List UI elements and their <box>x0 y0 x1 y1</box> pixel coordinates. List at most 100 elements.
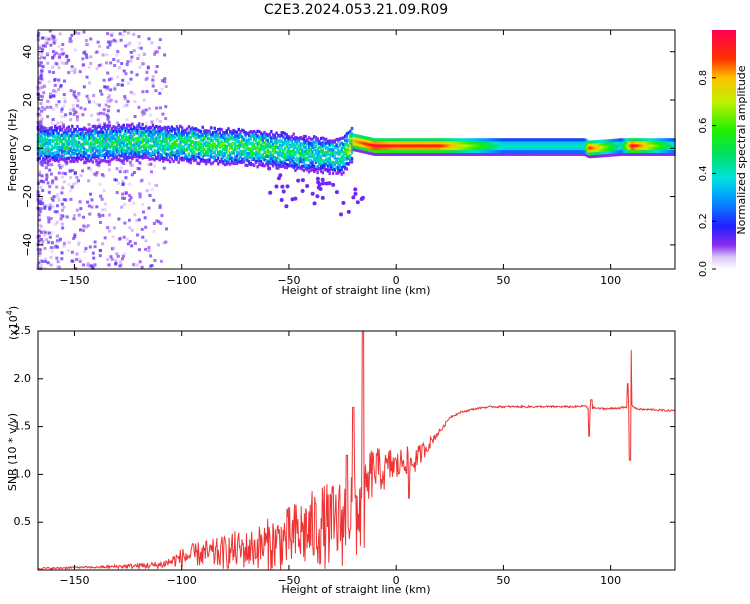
spectrogram-cell <box>601 139 604 143</box>
spectrogram-cell <box>428 146 431 151</box>
noise-cell <box>163 80 167 84</box>
spectrogram-cell <box>72 151 76 156</box>
spectrogram-cell <box>60 149 64 153</box>
spectrogram-cell <box>570 149 573 154</box>
spectrogram-cell <box>446 141 450 145</box>
spectrogram-cell <box>40 126 43 130</box>
noise-cell <box>63 62 67 66</box>
noise-cell <box>51 55 55 59</box>
noise-cell <box>106 32 110 36</box>
noise-cell <box>101 242 105 246</box>
spectrogram-cell <box>105 159 108 164</box>
spectrogram-cell <box>563 152 566 156</box>
noise-cell <box>57 163 61 167</box>
spectrogram-cell <box>76 145 79 149</box>
spectrogram-cell <box>126 135 129 140</box>
spectrogram-cell <box>227 133 230 137</box>
spectrogram-cell <box>218 143 222 147</box>
spectrogram-cell <box>587 154 590 159</box>
spectrogram-cell <box>421 152 424 156</box>
noise-cell <box>112 38 116 42</box>
spectrogram-cell <box>43 148 47 152</box>
spectrogram-cell <box>210 153 213 157</box>
spectrogram-cell <box>577 149 580 154</box>
spectrogram-cell <box>103 147 107 152</box>
spectrogram-cell <box>77 132 81 137</box>
spectrogram-cell <box>148 130 151 134</box>
spectrogram-cell <box>549 149 553 154</box>
spectrogram-cell <box>328 153 331 157</box>
noise-cell <box>85 55 89 59</box>
spectrogram-cell <box>445 152 448 156</box>
spectrogram-cell <box>228 162 232 166</box>
spectrogram-cell <box>388 138 391 142</box>
spectrogram-cell <box>132 143 136 147</box>
spectrogram-cell <box>230 159 234 163</box>
spectrogram-cell <box>110 127 113 131</box>
spectrogram-cell <box>144 125 148 129</box>
spectrogram-cell <box>376 149 379 154</box>
noise-cell <box>43 231 47 235</box>
spectrogram-cell <box>295 158 299 162</box>
spectrogram-cell <box>60 141 64 146</box>
spectrogram-cell <box>283 153 287 157</box>
spectrogram-cell <box>501 141 505 145</box>
spectrogram-cell <box>74 150 77 154</box>
noise-cell <box>40 69 44 73</box>
spectrogram-cell <box>179 149 182 153</box>
noise-cell <box>51 198 55 202</box>
spectrogram-cell <box>625 152 628 156</box>
spectrogram-cell <box>618 152 621 157</box>
spectrogram-cell <box>566 141 570 145</box>
spectrogram-cell <box>239 149 242 153</box>
spectrogram-cell <box>282 151 285 155</box>
spectrogram-cell <box>668 146 671 151</box>
spectrogram-cell <box>306 164 309 168</box>
spectrogram-cell <box>299 136 302 140</box>
spectrogram-cell <box>67 137 71 141</box>
spectrogram-cell <box>591 154 594 159</box>
spectrogram-cell <box>189 161 192 165</box>
spectrogram-cell <box>136 136 139 140</box>
spectrogram-cell <box>204 150 208 154</box>
spectrogram-cell <box>244 142 247 146</box>
spectrogram-cell <box>627 149 630 154</box>
spectrogram-cell <box>196 135 199 139</box>
spectrogram-cell <box>249 142 252 146</box>
noise-cell <box>145 121 149 125</box>
spectrogram-cell <box>160 156 163 160</box>
spectrogram-cell <box>163 157 167 161</box>
spectrogram-cell <box>361 149 364 154</box>
spectrogram-cell <box>170 147 174 152</box>
noise-cell <box>164 240 168 244</box>
spectrogram-cell <box>278 148 282 152</box>
spectrogram-cell <box>402 141 405 145</box>
noise-cell <box>152 221 156 225</box>
spectrogram-cell <box>469 138 472 142</box>
spectrogram-cell <box>120 153 124 158</box>
noise-cell <box>115 252 119 256</box>
spectrogram-cell <box>91 134 95 138</box>
spectrogram-cell <box>81 133 84 137</box>
spectrogram-cell <box>440 141 443 145</box>
spectrogram-cell <box>599 145 602 149</box>
spectrogram-cell <box>295 163 299 167</box>
noise-cell <box>40 237 44 241</box>
stray-cell <box>276 176 281 181</box>
spectrogram-cell <box>366 151 369 155</box>
spectrogram-cell <box>242 129 246 133</box>
spectrogram-cell <box>122 144 125 148</box>
spectrogram-cell <box>127 146 131 150</box>
spectrogram-cell <box>633 149 637 154</box>
spectrogram-cell <box>651 146 654 151</box>
spectrogram-cell <box>374 144 378 148</box>
spectrogram-cell <box>235 150 239 154</box>
spectrogram-cell <box>410 141 414 145</box>
noise-cell <box>99 111 103 115</box>
spectrogram-cell <box>53 142 57 147</box>
spectrogram-cell <box>640 149 644 154</box>
spectrogram-cell <box>549 144 553 148</box>
spectrogram-cell <box>498 152 501 156</box>
spectrogram-cell <box>299 166 302 170</box>
spectrogram-cell <box>132 133 136 137</box>
